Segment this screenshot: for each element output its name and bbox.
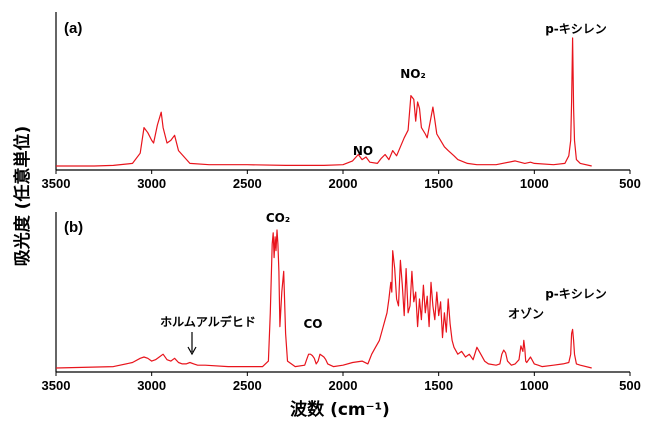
annotation-co: CO [303,317,322,331]
annotation-ozone: オゾン [508,306,544,321]
panel-a: (a) 3500 3000 2500 2000 1500 1000 500 NO NO₂ p… [42,12,641,191]
panel-b-label: (b) [64,219,83,236]
annotation-p-xylene-a: p-キシレン [545,22,607,36]
panel-b: (b) 3500 3000 2500 2000 1500 1000 500 ホルムアルデヒド… [42,211,641,393]
panel-a-spectrum-line [56,37,592,167]
annotation-co2: CO₂ [266,211,290,225]
annotation-no: NO [353,144,373,158]
panel-b-ticks: 3500 3000 2500 2000 1500 1000 500 [42,372,641,393]
panel-a-x-tick-label: 500 [619,176,641,191]
panel-b-x-tick-label: 1500 [424,378,453,393]
panel-b-x-tick-label: 3000 [137,378,166,393]
annotation-no2: NO₂ [400,67,426,81]
panel-b-x-tick-label: 3500 [42,378,71,393]
panel-a-label: (a) [64,20,82,37]
y-axis-title-text: 吸光度 (任意単位) [12,126,33,266]
annotation-p-xylene-b: p-キシレン [545,287,607,301]
panel-a-x-tick-label: 1500 [424,176,453,191]
y-axis-title: 吸光度 (任意単位) [12,126,33,266]
panel-b-spectrum-line [55,229,592,369]
formaldehyde-arrow-icon [187,332,197,356]
panel-a-x-tick-label: 3500 [42,176,71,191]
panel-a-x-tick-label: 2500 [233,176,262,191]
panel-b-x-tick-label: 500 [619,378,641,393]
panel-b-x-tick-label: 2000 [329,378,358,393]
x-axis-title: 波数 (cm⁻¹) [290,399,390,420]
panel-a-x-tick-label: 3000 [137,176,166,191]
annotation-formaldehyde: ホルムアルデヒド [160,314,256,329]
panel-a-ticks: 3500 3000 2500 2000 1500 1000 500 [42,170,641,191]
panel-b-x-tick-label: 2500 [233,378,262,393]
panel-a-x-tick-label: 1000 [520,176,549,191]
panel-a-x-tick-label: 2000 [329,176,358,191]
panel-b-x-tick-label: 1000 [520,378,549,393]
